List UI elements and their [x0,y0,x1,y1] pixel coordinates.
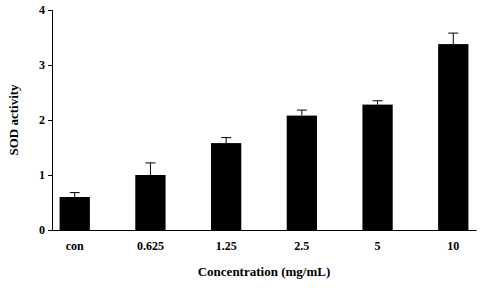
error-bar-line [297,110,307,116]
y-tick: 1 [39,168,52,182]
plot: 0 1 2 3 4 con 0.625 1.25 2.5 5 10 [39,3,477,252]
error-bar [70,193,80,197]
y-tick-label: 2 [39,113,45,127]
error-bar-line [448,33,458,44]
marks [60,33,469,230]
x-tick: 1.25 [216,230,237,253]
error-bar [297,110,307,116]
x-axis: con 0.625 1.25 2.5 5 10 [53,230,477,253]
x-tick: 2.5 [294,230,309,253]
bar [287,116,317,230]
x-tick-label: 5 [375,239,381,253]
error-bar-line [70,193,80,197]
y-tick-mark [48,120,52,121]
error-bar [373,101,383,105]
bar [438,44,468,230]
x-axis-line [53,230,477,231]
x-axis-title: Concentration (mg/mL) [198,264,331,279]
error-bar-line [221,138,231,144]
y-tick-label: 1 [39,168,45,182]
chart: 0 1 2 3 4 con 0.625 1.25 2.5 5 10 Concentration (mg… [0,0,482,290]
y-tick-label: 3 [39,58,45,72]
x-tick-label: 1.25 [216,239,237,253]
error-bar [145,163,155,175]
x-tick-label: con [66,239,84,253]
bar [60,197,90,230]
y-tick: 3 [39,58,52,72]
bar [135,175,165,230]
y-tick-mark [48,65,52,66]
x-tick-label: 2.5 [294,239,309,253]
y-tick: 0 [39,223,52,237]
x-tick: con [66,230,84,253]
bar [362,105,392,230]
x-tick: 0.625 [137,230,164,253]
error-bar-line [373,101,383,105]
y-tick-label: 0 [39,223,45,237]
y-axis-title: SOD activity [6,84,21,156]
y-axis: 0 1 2 3 4 [39,3,53,237]
y-tick-mark [48,230,52,231]
x-tick: 10 [447,230,459,253]
x-tick-label: 0.625 [137,239,164,253]
error-bar [221,138,231,144]
y-tick-label: 4 [39,3,45,17]
y-tick-mark [48,10,52,11]
y-tick: 2 [39,113,52,127]
x-tick: 5 [375,230,381,253]
y-tick-mark [48,175,52,176]
error-bar-line [145,163,155,175]
y-tick: 4 [39,3,52,17]
bar [211,143,241,230]
error-bar [448,33,458,44]
y-axis-line [48,11,53,231]
x-tick-label: 10 [447,239,459,253]
